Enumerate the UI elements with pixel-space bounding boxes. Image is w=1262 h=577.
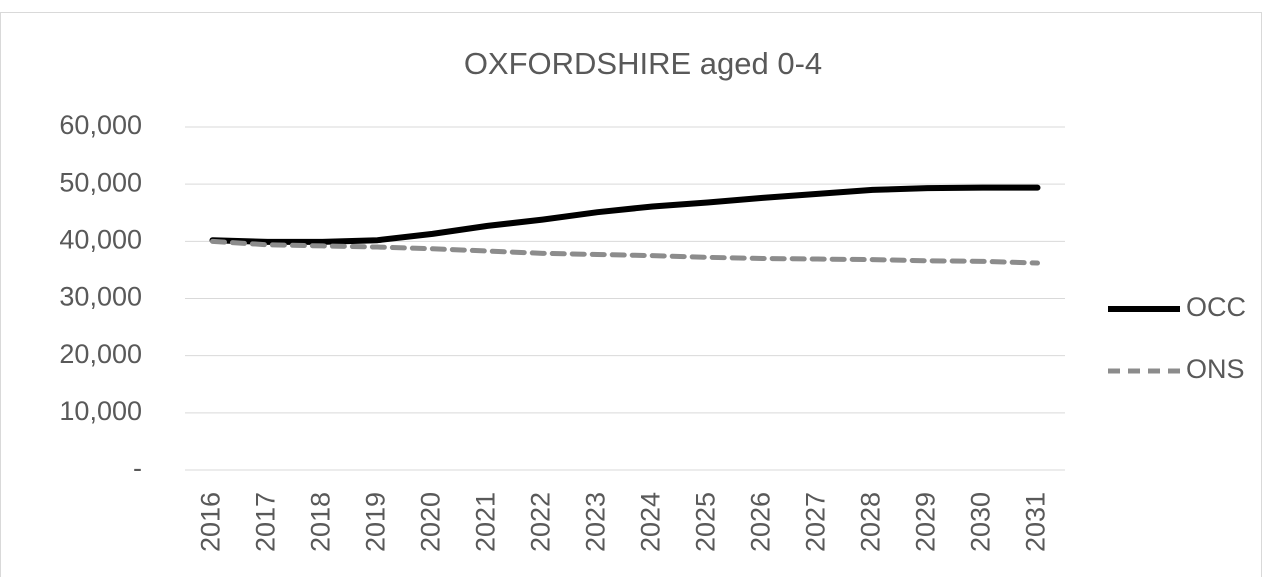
x-tick-label: 2024	[636, 492, 666, 552]
y-tick-label: 40,000	[59, 224, 142, 254]
x-tick-label: 2016	[196, 492, 226, 552]
x-tick-label: 2018	[306, 492, 336, 552]
series-line	[210, 238, 1040, 266]
x-tick-label: 2020	[416, 492, 446, 552]
chart-title: OXFORDSHIRE aged 0-4	[464, 46, 822, 81]
chart-border	[0, 12, 1262, 577]
y-tick-label: -	[133, 453, 142, 483]
y-tick-label: 50,000	[59, 167, 142, 197]
y-tick-label: 20,000	[59, 339, 142, 369]
x-tick-label: 2030	[966, 492, 996, 552]
x-tick-label: 2021	[471, 492, 501, 552]
legend-label: ONS	[1186, 354, 1245, 384]
x-tick-label: 2019	[361, 492, 391, 552]
x-tick-label: 2026	[746, 492, 776, 552]
legend-label: OCC	[1186, 292, 1246, 322]
y-tick-label: 30,000	[59, 282, 142, 312]
x-tick-label: 2022	[526, 492, 556, 552]
x-tick-label: 2028	[856, 492, 886, 552]
x-tick-label: 2023	[581, 492, 611, 552]
series-line	[209, 184, 1041, 245]
x-tick-label: 2017	[251, 492, 281, 552]
x-tick-label: 2031	[1021, 492, 1051, 552]
x-tick-label: 2025	[691, 492, 721, 552]
y-tick-label: 60,000	[59, 110, 142, 140]
x-tick-label: 2029	[911, 492, 941, 552]
y-tick-label: 10,000	[59, 396, 142, 426]
x-tick-label: 2027	[801, 492, 831, 552]
